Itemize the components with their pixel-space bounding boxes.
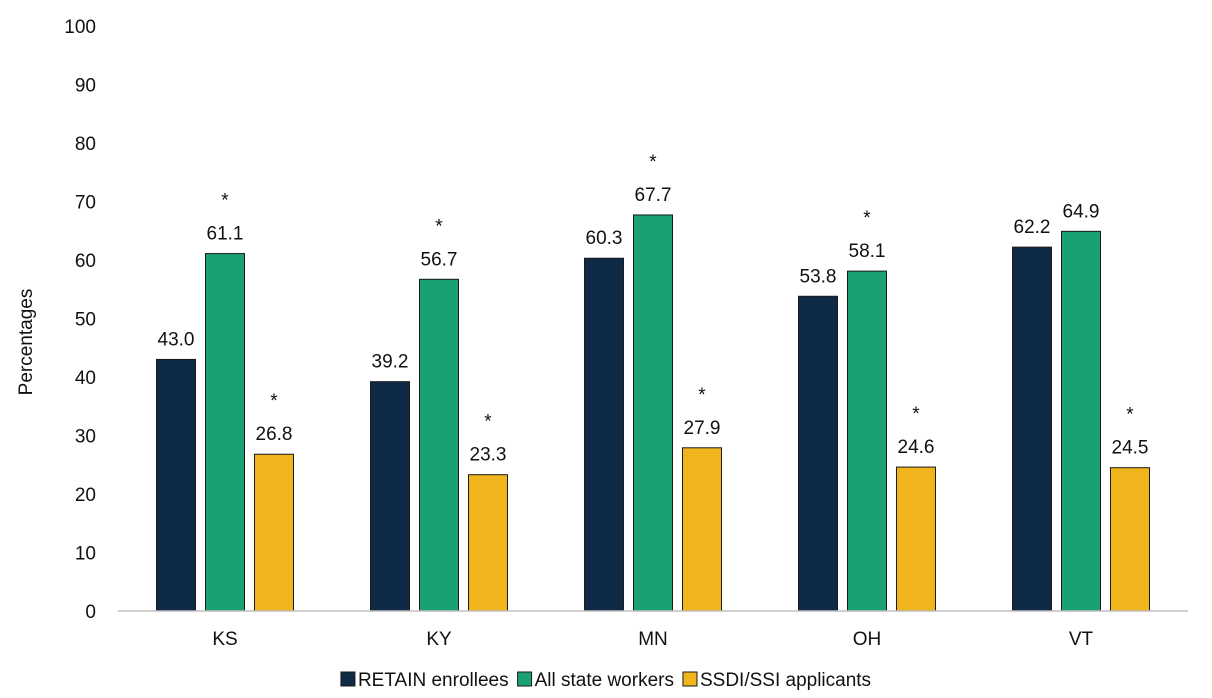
data-label: 62.2	[1014, 217, 1051, 238]
legend-swatch	[517, 671, 533, 687]
y-axis-ticks: 0 10 20 30 40 50 60 70 80 90 100	[64, 17, 96, 623]
legend-label: RETAIN enrollees	[358, 670, 509, 691]
y-tick-label: 30	[75, 427, 96, 448]
data-label: 56.7	[421, 249, 458, 270]
y-tick-label: 40	[75, 368, 96, 389]
legend: RETAIN enrollees All state workers SSDI/SS…	[340, 670, 871, 691]
data-labels: 43.0 61.1 * 26.8 * 39.2 56.7 * 23.3 * 60.3 67.7 * 27.…	[158, 152, 1149, 466]
x-category-label: KY	[426, 629, 452, 650]
data-label: 26.8	[256, 424, 293, 445]
data-label: 53.8	[800, 266, 837, 287]
data-label: 23.3	[470, 445, 507, 466]
data-label: 58.1	[849, 241, 886, 262]
bar	[682, 447, 722, 612]
bar	[1110, 467, 1150, 612]
x-category-label: MN	[638, 629, 668, 650]
legend-label: All state workers	[535, 670, 674, 691]
y-tick-label: 0	[85, 602, 96, 623]
significance-marker: *	[484, 412, 492, 433]
bar	[468, 474, 508, 612]
significance-marker: *	[698, 385, 706, 406]
bar	[254, 453, 294, 612]
significance-marker: *	[435, 216, 443, 237]
legend-swatch	[682, 671, 698, 687]
data-label: 27.9	[684, 418, 721, 439]
y-tick-label: 70	[75, 193, 96, 214]
y-axis-title: Percentages	[16, 289, 37, 396]
data-label: 43.0	[158, 329, 195, 350]
x-axis-categories: KS KY MN OH VT	[212, 629, 1093, 650]
bar	[633, 214, 673, 612]
bar	[896, 466, 936, 612]
x-category-label: OH	[853, 629, 882, 650]
significance-marker: *	[863, 208, 871, 229]
bar	[847, 270, 887, 612]
bar	[156, 358, 196, 612]
y-tick-label: 90	[75, 76, 96, 97]
significance-marker: *	[270, 391, 278, 412]
y-tick-label: 60	[75, 251, 96, 272]
significance-marker: *	[221, 191, 229, 212]
significance-marker: *	[1126, 405, 1134, 426]
bar	[205, 253, 245, 612]
x-category-label: KS	[212, 629, 237, 650]
y-tick-label: 20	[75, 485, 96, 506]
y-tick-label: 100	[64, 17, 96, 38]
data-label: 67.7	[635, 185, 672, 206]
bar	[1012, 246, 1052, 612]
data-label: 39.2	[372, 352, 409, 373]
data-label: 24.5	[1112, 438, 1149, 459]
y-tick-label: 80	[75, 134, 96, 155]
y-tick-label: 50	[75, 310, 96, 331]
bar	[370, 381, 410, 612]
significance-marker: *	[649, 152, 657, 173]
bars	[156, 214, 1150, 612]
legend-label: SSDI/SSI applicants	[700, 670, 871, 691]
bar	[1061, 230, 1101, 612]
data-label: 61.1	[207, 224, 244, 245]
x-category-label: VT	[1069, 629, 1094, 650]
data-label: 60.3	[586, 228, 623, 249]
y-tick-label: 10	[75, 544, 96, 565]
bar	[798, 295, 838, 612]
bar	[584, 257, 624, 612]
significance-marker: *	[912, 404, 920, 425]
bar	[419, 278, 459, 612]
data-label: 24.6	[898, 437, 935, 458]
data-label: 64.9	[1063, 201, 1100, 222]
legend-swatch	[340, 671, 356, 687]
